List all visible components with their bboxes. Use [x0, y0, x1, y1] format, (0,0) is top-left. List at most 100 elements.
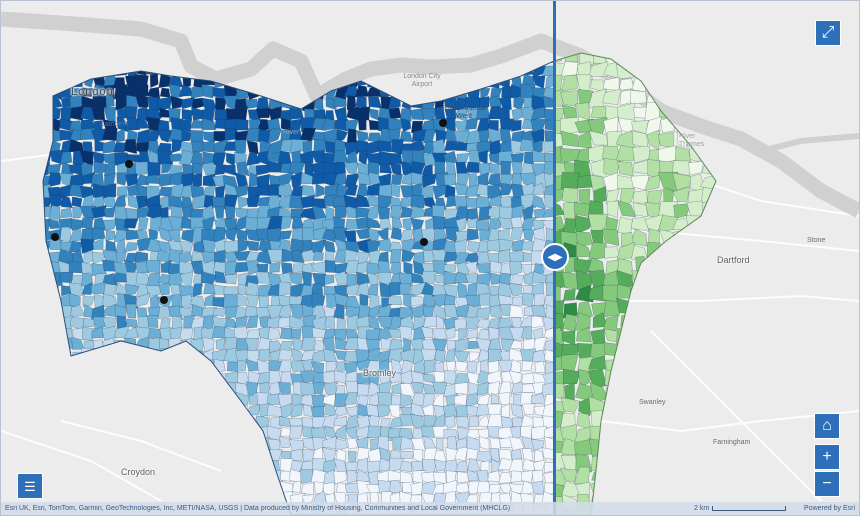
area-polygon[interactable] — [301, 185, 316, 197]
area-polygon[interactable] — [615, 145, 636, 162]
area-polygon[interactable] — [335, 438, 348, 451]
area-polygon[interactable] — [455, 405, 469, 419]
area-polygon[interactable] — [617, 216, 633, 235]
area-polygon[interactable] — [467, 228, 479, 241]
area-polygon[interactable] — [103, 219, 118, 231]
area-polygon[interactable] — [509, 260, 523, 276]
area-polygon[interactable] — [256, 108, 271, 119]
area-polygon[interactable] — [444, 326, 456, 340]
area-polygon[interactable] — [544, 462, 555, 474]
area-polygon[interactable] — [246, 381, 258, 397]
area-polygon[interactable] — [334, 424, 347, 440]
area-polygon[interactable] — [201, 83, 216, 99]
area-polygon[interactable] — [389, 416, 403, 428]
area-polygon[interactable] — [246, 229, 261, 242]
area-polygon[interactable] — [542, 161, 555, 177]
area-polygon[interactable] — [521, 448, 534, 461]
area-polygon[interactable] — [476, 220, 489, 231]
area-polygon[interactable] — [310, 260, 327, 274]
area-polygon[interactable] — [313, 382, 325, 395]
area-polygon[interactable] — [532, 182, 545, 195]
area-polygon[interactable] — [311, 172, 325, 185]
area-polygon[interactable] — [58, 184, 73, 197]
area-polygon[interactable] — [267, 128, 282, 144]
area-polygon[interactable] — [48, 219, 60, 229]
area-polygon[interactable] — [311, 117, 327, 131]
area-polygon[interactable] — [313, 139, 327, 155]
area-polygon[interactable] — [103, 107, 116, 122]
area-polygon[interactable] — [530, 128, 545, 144]
area-polygon[interactable] — [401, 249, 416, 262]
area-polygon[interactable] — [290, 359, 305, 373]
area-polygon[interactable] — [357, 171, 371, 186]
area-polygon[interactable] — [388, 296, 402, 306]
area-polygon[interactable] — [113, 272, 128, 283]
area-polygon[interactable] — [202, 315, 214, 330]
area-polygon[interactable] — [369, 249, 380, 265]
area-polygon[interactable] — [498, 95, 512, 110]
area-polygon[interactable] — [542, 447, 555, 461]
area-polygon[interactable] — [172, 315, 183, 330]
area-polygon[interactable] — [102, 128, 118, 141]
area-polygon[interactable] — [578, 396, 593, 417]
area-polygon[interactable] — [366, 205, 381, 221]
area-polygon[interactable] — [400, 118, 411, 133]
area-polygon[interactable] — [235, 118, 249, 131]
area-polygon[interactable] — [378, 194, 393, 210]
area-polygon[interactable] — [487, 218, 502, 231]
area-polygon[interactable] — [543, 339, 557, 351]
area-polygon[interactable] — [443, 294, 456, 306]
area-polygon[interactable] — [468, 173, 478, 187]
area-polygon[interactable] — [521, 436, 535, 452]
area-polygon[interactable] — [520, 392, 533, 406]
area-polygon[interactable] — [268, 327, 281, 341]
area-polygon[interactable] — [333, 96, 347, 107]
area-polygon[interactable] — [422, 271, 437, 285]
area-polygon[interactable] — [335, 359, 347, 375]
area-polygon[interactable] — [389, 153, 403, 165]
area-polygon[interactable] — [168, 216, 183, 232]
area-polygon[interactable] — [214, 206, 225, 219]
area-polygon[interactable] — [544, 119, 558, 132]
area-polygon[interactable] — [436, 438, 444, 451]
area-polygon[interactable] — [322, 239, 336, 253]
area-polygon[interactable] — [367, 304, 382, 320]
area-polygon[interactable] — [291, 328, 302, 340]
area-polygon[interactable] — [523, 97, 533, 109]
area-polygon[interactable] — [123, 218, 138, 229]
area-polygon[interactable] — [193, 283, 202, 297]
area-polygon[interactable] — [633, 189, 648, 204]
area-polygon[interactable] — [255, 164, 269, 176]
area-polygon[interactable] — [560, 130, 580, 148]
area-polygon[interactable] — [511, 448, 523, 460]
area-polygon[interactable] — [355, 194, 370, 208]
area-polygon[interactable] — [574, 214, 594, 235]
area-polygon[interactable] — [312, 372, 327, 385]
area-polygon[interactable] — [457, 172, 470, 187]
area-polygon[interactable] — [458, 328, 468, 342]
area-polygon[interactable] — [279, 230, 293, 240]
area-polygon[interactable] — [491, 392, 500, 404]
area-polygon[interactable] — [467, 341, 481, 350]
area-polygon[interactable] — [334, 329, 347, 340]
area-polygon[interactable] — [432, 237, 447, 251]
area-polygon[interactable] — [211, 326, 226, 339]
area-polygon[interactable] — [455, 360, 469, 372]
area-polygon[interactable] — [238, 284, 246, 296]
area-polygon[interactable] — [617, 161, 634, 177]
area-polygon[interactable] — [511, 161, 523, 176]
area-polygon[interactable] — [523, 229, 535, 242]
area-polygon[interactable] — [249, 119, 260, 130]
area-polygon[interactable] — [521, 360, 533, 372]
area-polygon[interactable] — [657, 132, 674, 148]
area-polygon[interactable] — [398, 272, 413, 286]
area-polygon[interactable] — [455, 415, 470, 428]
area-polygon[interactable] — [191, 86, 205, 99]
area-polygon[interactable] — [138, 216, 149, 232]
area-polygon[interactable] — [289, 118, 302, 133]
area-polygon[interactable] — [269, 416, 283, 430]
area-polygon[interactable] — [389, 249, 402, 265]
area-polygon[interactable] — [223, 294, 239, 308]
area-polygon[interactable] — [135, 95, 149, 108]
area-polygon[interactable] — [387, 469, 402, 483]
